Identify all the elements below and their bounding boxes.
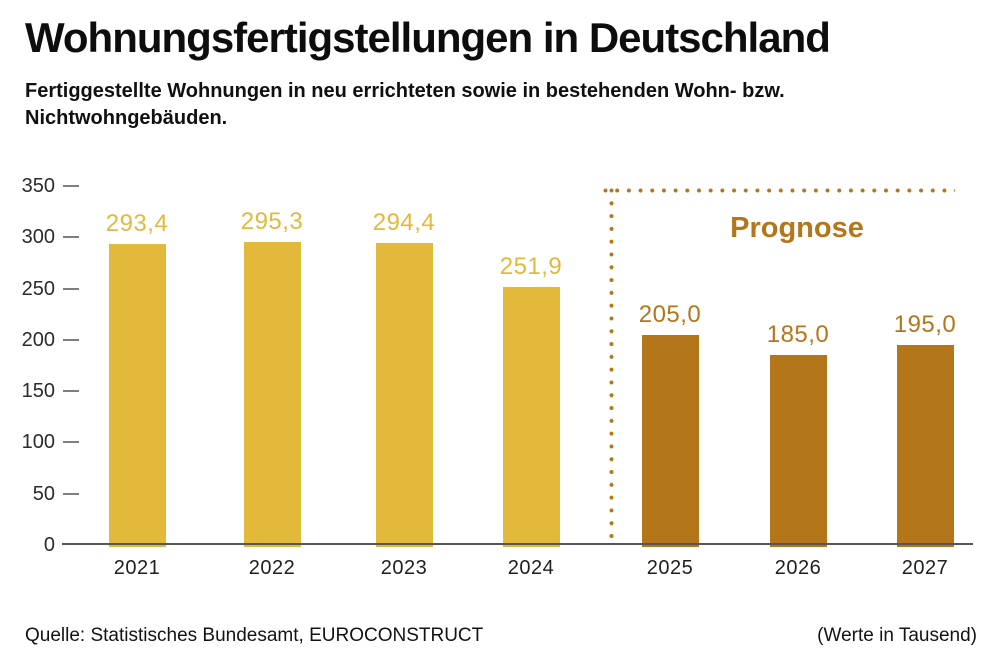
bar-2024 bbox=[502, 287, 560, 547]
y-axis-tick-mark bbox=[63, 441, 79, 444]
x-axis-label-2025: 2025 bbox=[646, 557, 694, 579]
x-axis-label-2021: 2021 bbox=[113, 557, 161, 579]
x-axis-label-2027: 2027 bbox=[901, 557, 949, 579]
y-axis-tick-label: 300 bbox=[21, 226, 55, 249]
y-axis-tick-mark bbox=[63, 287, 79, 290]
subtitle-line-2: Nichtwohngebäuden. bbox=[25, 107, 228, 129]
x-axis-label-2024: 2024 bbox=[507, 557, 555, 579]
y-axis-tick-label: 350 bbox=[21, 175, 55, 197]
bar-value-label: 195,0 bbox=[893, 311, 957, 338]
unit-note: (Werte in Tausend) bbox=[817, 625, 977, 646]
y-axis-tick-mark bbox=[63, 390, 79, 393]
y-axis-tick-label: 50 bbox=[32, 482, 55, 505]
bar-2025 bbox=[641, 335, 699, 547]
bar-2023 bbox=[375, 243, 433, 547]
prognose-annotation: Prognose bbox=[730, 212, 864, 244]
bar-value-label: 251,9 bbox=[499, 253, 563, 280]
forecast-frame-top-dotted-line bbox=[603, 188, 955, 193]
bar-value-label: 205,0 bbox=[638, 301, 702, 328]
y-axis-tick-mark bbox=[63, 492, 79, 495]
y-axis-tick-label: 200 bbox=[21, 328, 55, 351]
y-axis-tick-mark bbox=[63, 236, 79, 239]
x-axis-line bbox=[62, 543, 973, 545]
chart-subtitle: Fertiggestellte Wohnungen in neu erricht… bbox=[25, 78, 785, 132]
bar-value-label: 295,3 bbox=[240, 208, 304, 235]
y-axis-tick-label: 250 bbox=[21, 277, 55, 300]
bar-2027 bbox=[896, 345, 954, 547]
x-axis-label-2026: 2026 bbox=[774, 557, 822, 579]
y-axis-tick-label: 150 bbox=[21, 380, 55, 403]
bar-value-label: 293,4 bbox=[105, 210, 169, 237]
bar-2021 bbox=[108, 244, 166, 547]
y-axis-tick-label: 0 bbox=[43, 534, 55, 556]
bar-value-label: 294,4 bbox=[372, 209, 436, 236]
y-axis-tick-mark bbox=[63, 338, 79, 341]
chart-footer: Quelle: Statistisches Bundesamt, EUROCON… bbox=[25, 625, 977, 647]
x-axis-label-2023: 2023 bbox=[380, 557, 428, 579]
subtitle-line-1: Fertiggestellte Wohnungen in neu erricht… bbox=[25, 80, 785, 102]
y-axis-tick-mark bbox=[63, 185, 79, 187]
y-axis-tick-label: 100 bbox=[21, 431, 55, 454]
bar-2026 bbox=[769, 355, 827, 547]
source-note: Quelle: Statistisches Bundesamt, EUROCON… bbox=[25, 625, 484, 646]
page-title: Wohnungsfertigstellungen in Deutschland bbox=[25, 14, 831, 61]
bar-value-label: 185,0 bbox=[766, 321, 830, 348]
forecast-frame-left-dotted-line bbox=[609, 188, 614, 544]
bar-2022 bbox=[243, 242, 301, 547]
x-axis-label-2022: 2022 bbox=[248, 557, 296, 579]
